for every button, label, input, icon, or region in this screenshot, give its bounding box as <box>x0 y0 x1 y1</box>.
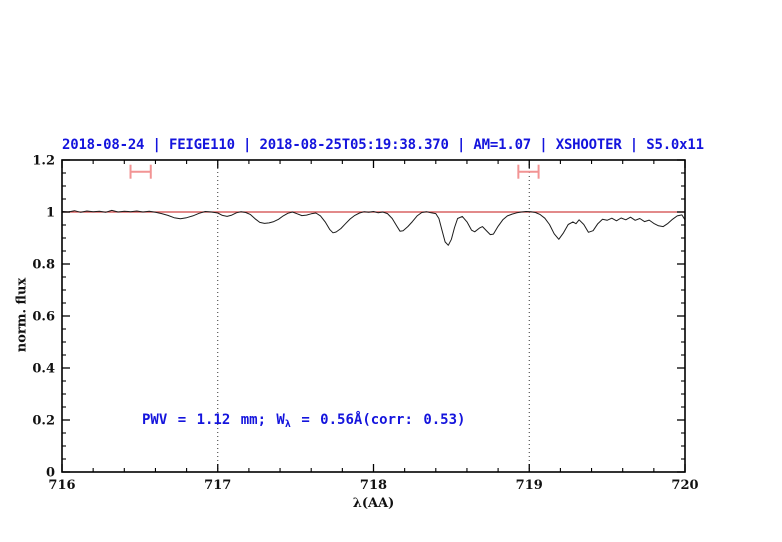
pwv-annotation-subscript: λ <box>284 419 291 430</box>
y-tick-label: 0.8 <box>32 258 55 273</box>
x-tick-label: 716 <box>48 478 75 493</box>
pwv-annotation-value: = 0.56Å(corr: 0.53) <box>290 412 466 428</box>
x-axis-label: λ(AA) <box>352 496 395 511</box>
spectrum-line <box>61 209 686 246</box>
y-tick-label: 0.2 <box>32 414 55 429</box>
y-tick-label: 1.2 <box>32 154 55 169</box>
plot-title: 2018-08-24 | FEIGE110 | 2018-08-25T05:19… <box>62 137 704 153</box>
pwv-annotation: PWV = 1.12 mm; Wλ = 0.56Å(corr: 0.53) <box>142 412 465 430</box>
y-tick-label: 0.6 <box>32 310 55 325</box>
y-tick-label: 0 <box>46 466 55 481</box>
x-tick-label: 717 <box>204 478 231 493</box>
y-tick-label: 1 <box>46 206 55 221</box>
y-tick-label: 0.4 <box>32 362 55 377</box>
x-tick-label: 720 <box>671 478 698 493</box>
x-tick-label: 718 <box>360 478 387 493</box>
x-tick-label: 719 <box>516 478 543 493</box>
pwv-annotation-text: PWV = 1.12 mm; W <box>142 412 285 428</box>
y-axis-label: norm. flux <box>14 277 30 353</box>
